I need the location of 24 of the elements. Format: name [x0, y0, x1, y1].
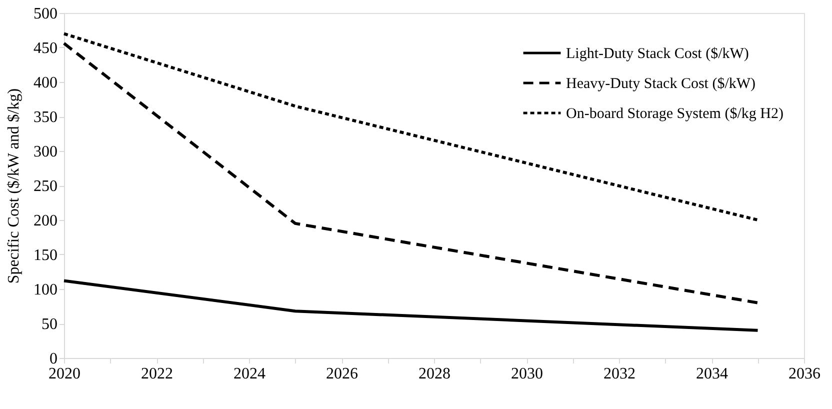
y-tick-label: 200 — [34, 212, 58, 230]
x-tick-label: 2032 — [604, 366, 636, 382]
y-axis-title: Specific Cost ($/kW and $/kg) — [6, 88, 22, 284]
y-tick-label: 100 — [34, 282, 58, 298]
y-tick-label: 150 — [34, 247, 58, 264]
y-tick-label: 250 — [34, 178, 58, 195]
x-tick-label: 2034 — [696, 366, 728, 382]
x-tick-label: 2022 — [141, 366, 173, 382]
y-tick-label: 500 — [34, 6, 58, 22]
x-tick-label: 2028 — [418, 366, 450, 382]
y-tick-label: 450 — [34, 40, 58, 57]
y-tick-label: 300 — [34, 144, 58, 160]
x-tick-label: 2024 — [234, 366, 266, 382]
y-tick-label: 400 — [34, 74, 58, 92]
x-tick-label: 2026 — [326, 366, 358, 382]
legend-label: Heavy-Duty Stack Cost ($/kW) — [566, 76, 756, 92]
legend-label: Light-Duty Stack Cost ($/kW) — [566, 46, 749, 62]
y-tick-label: 0 — [50, 350, 58, 368]
legend-label: On-board Storage System ($/kg H2) — [566, 106, 784, 122]
x-tick-label: 2030 — [511, 366, 543, 382]
y-tick-label: 50 — [42, 316, 58, 333]
x-tick-label: 2020 — [48, 366, 80, 382]
y-tick-label: 350 — [34, 109, 58, 126]
x-tick-label: 2036 — [788, 366, 820, 382]
